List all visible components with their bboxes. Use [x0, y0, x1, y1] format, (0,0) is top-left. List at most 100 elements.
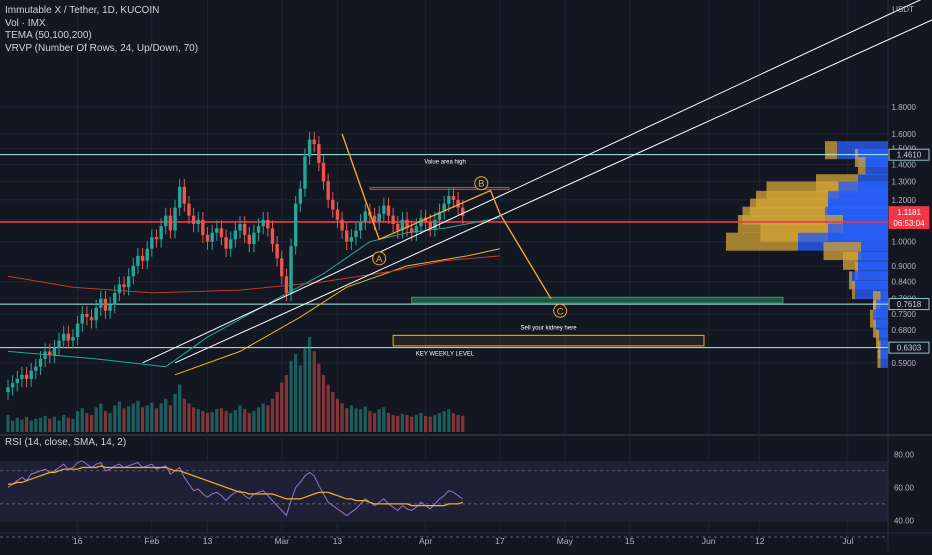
vrvp-legend[interactable]: VRVP (Number Of Rows, 24, Up/Down, 70) [5, 42, 199, 54]
candle [447, 188, 451, 212]
candle-body [173, 207, 177, 231]
volume-bar [284, 375, 288, 432]
candle-body [75, 323, 80, 338]
vp-bar-down [873, 319, 876, 338]
vp-bar-down [855, 262, 858, 281]
volume-bar [433, 414, 437, 432]
vp-bar-down [876, 329, 879, 348]
candle-body [284, 276, 289, 293]
candle-body [103, 298, 108, 311]
candle [219, 220, 224, 246]
candle-body [317, 144, 321, 163]
volume-bar [145, 405, 149, 432]
rsi-legend[interactable]: RSI (14, close, SMA, 14, 2) [5, 437, 127, 448]
candle [377, 205, 381, 231]
volume-bar [52, 416, 56, 432]
candle [131, 257, 135, 285]
candle [266, 211, 270, 237]
candle-body [168, 215, 173, 231]
candle-body [331, 199, 335, 210]
candle [10, 375, 15, 396]
volume-bar [294, 354, 298, 432]
candle-body [89, 317, 94, 321]
candle-body [145, 248, 149, 261]
vp-bar-down [726, 232, 798, 251]
candle-body [414, 226, 419, 233]
volume-bar [345, 408, 349, 432]
candle-body [126, 276, 131, 288]
candle-body [437, 211, 442, 220]
price-tick-label: 1.0000 [892, 238, 917, 247]
candle [196, 211, 200, 233]
candle-body [238, 224, 242, 231]
volume-bar [164, 398, 168, 432]
time-tick-label: 16 [73, 536, 83, 546]
candle [280, 250, 284, 285]
candle [391, 207, 395, 233]
candle [145, 240, 149, 270]
candle-body [140, 255, 145, 261]
candle [340, 211, 344, 239]
candle [298, 180, 303, 212]
candle [126, 268, 131, 296]
volume-bar [29, 420, 33, 432]
candle [433, 211, 437, 237]
symbol-title[interactable]: Immutable X / Tether, 1D, KUCOIN [5, 5, 160, 16]
vp-bar-up [880, 340, 888, 359]
candle [108, 296, 112, 319]
price-tag-box [888, 341, 930, 354]
tema-legend[interactable]: TEMA (50,100,200) [5, 30, 92, 41]
vp-bar-up [865, 157, 888, 176]
candle-body [43, 351, 47, 359]
trendline [142, 0, 922, 364]
pattern-point-circle [553, 303, 568, 318]
volume-bar [321, 375, 326, 432]
vp-bar-down [877, 340, 881, 359]
volume-bar [80, 408, 84, 432]
candle [270, 220, 275, 253]
price-tag-label: 0.6303 [897, 344, 922, 353]
volume-bar [108, 413, 112, 432]
candle-body [10, 383, 15, 388]
price-tick-label: 0.9000 [892, 262, 917, 271]
price-tick-label: 1.2000 [892, 196, 917, 205]
candle-body [57, 340, 61, 348]
time-tick-label: Jul [842, 536, 853, 546]
volume-bar [256, 407, 261, 432]
candle-body [335, 209, 340, 220]
candle-body [354, 230, 358, 238]
volume-legend[interactable]: Vol · IMX [5, 17, 46, 29]
candle-body [400, 219, 405, 231]
candle [293, 195, 298, 255]
candle-body [80, 313, 84, 324]
volume-bar [38, 417, 43, 432]
price-tag-label: 06:53:04 [893, 219, 925, 228]
volume-bar [178, 384, 182, 432]
candle-body [266, 219, 270, 229]
candle-body [117, 284, 122, 293]
candle-body [275, 243, 279, 259]
candle [20, 366, 24, 388]
candle-body [340, 219, 344, 231]
candle [247, 227, 251, 253]
candle [451, 188, 456, 209]
volume-bar [103, 411, 108, 432]
time-tick-label: Feb [145, 536, 160, 546]
rsi-pane [0, 460, 888, 538]
vp-bar-up [879, 329, 888, 348]
volume-bar [280, 382, 284, 432]
candle-body [456, 199, 460, 208]
candle-body [433, 219, 437, 229]
candle [428, 214, 432, 237]
candle-body [307, 139, 312, 157]
vp-bar-down [858, 157, 866, 176]
candle [303, 148, 307, 197]
candle-body [201, 219, 205, 235]
time-axis: 16 Feb 13 Mar 13 Apr 17 May 15 Jun 12 Jul [0, 532, 932, 546]
volume-bar [62, 414, 66, 432]
volume-bar [396, 415, 400, 432]
candle-body [358, 221, 363, 231]
candle-body [428, 221, 432, 229]
